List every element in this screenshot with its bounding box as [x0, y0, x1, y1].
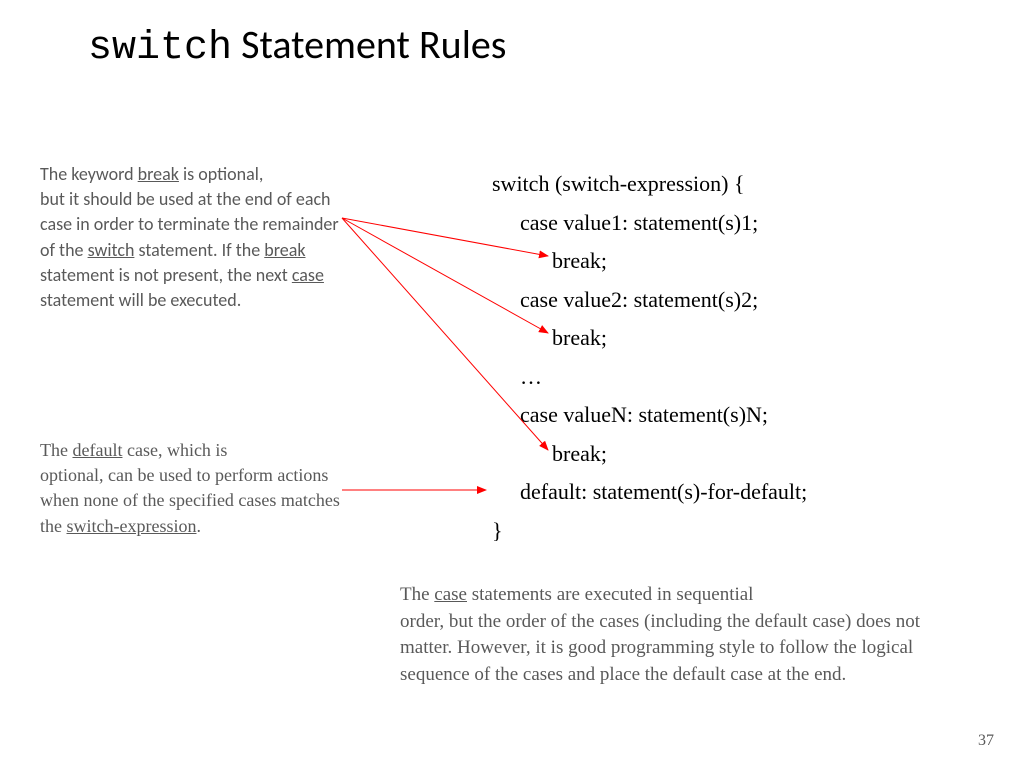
- title-rest: Statement Rules: [232, 20, 506, 69]
- code-l9: default: statement(s)-for-default;: [492, 473, 807, 512]
- code-l1: switch (switch-expression) {: [492, 165, 807, 204]
- break-line2: but it should be used at the end of each…: [40, 187, 345, 313]
- code-l10: }: [492, 512, 807, 551]
- code-l5: break;: [492, 319, 807, 358]
- title-mono: switch: [88, 26, 232, 71]
- code-l6: …: [492, 358, 807, 397]
- note-line2: order, but the order of the cases (inclu…: [400, 609, 960, 689]
- code-example: switch (switch-expression) { case value1…: [492, 165, 807, 550]
- note-line1: The case statements are executed in sequ…: [400, 582, 960, 609]
- break-explanation: The keyword break is optional, but it sh…: [40, 162, 345, 313]
- case-order-note: The case statements are executed in sequ…: [400, 582, 960, 688]
- code-l3: break;: [492, 242, 807, 281]
- default-line1: The default case, which is: [40, 438, 340, 463]
- page-number: 37: [978, 732, 994, 750]
- default-explanation: The default case, which is optional, can…: [40, 438, 340, 539]
- code-l4: case value2: statement(s)2;: [492, 281, 807, 320]
- code-l2: case value1: statement(s)1;: [492, 204, 807, 243]
- code-l8: break;: [492, 435, 807, 474]
- break-line1: The keyword break is optional,: [40, 162, 345, 187]
- slide-title: switch Statement Rules: [88, 20, 506, 71]
- code-l7: case valueN: statement(s)N;: [492, 396, 807, 435]
- default-line2: optional, can be used to perform actions…: [40, 463, 340, 539]
